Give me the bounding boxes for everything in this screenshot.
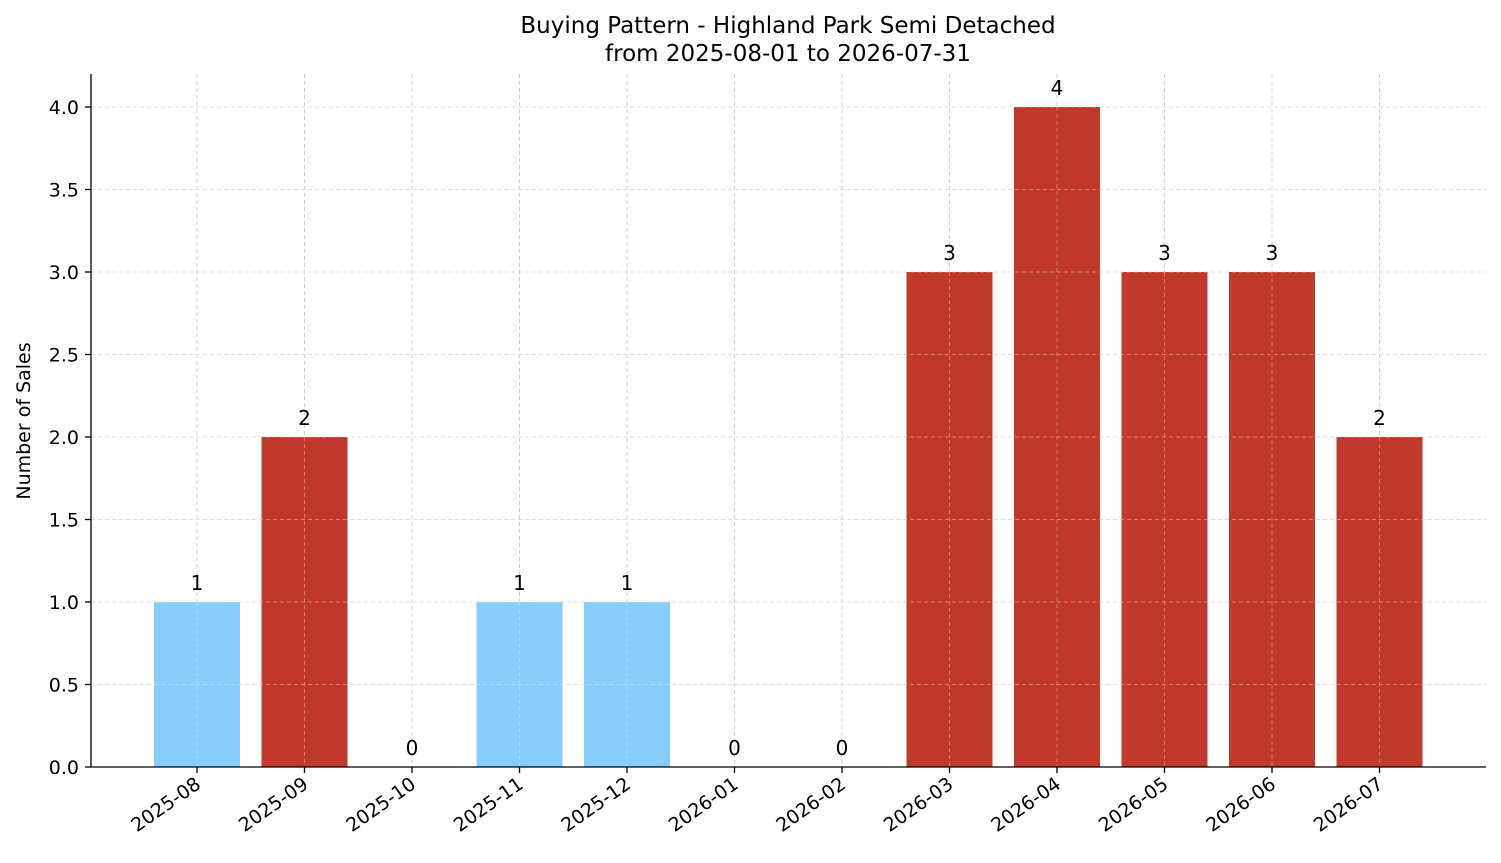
y-tick-label: 0.0 [49, 757, 79, 779]
y-tick-label: 1.0 [49, 592, 79, 614]
bar-2026-07 [1336, 437, 1423, 767]
chart-title: Buying Pattern - Highland Park Semi Deta… [520, 13, 1055, 39]
bar-2025-11 [476, 602, 563, 767]
bar-value-label: 1 [513, 571, 526, 595]
bar-value-label: 3 [1158, 241, 1171, 265]
bar-2026-06 [1229, 272, 1315, 767]
bar-value-label: 0 [728, 736, 741, 760]
bar-value-label: 2 [298, 406, 311, 430]
y-axis-label: Number of Sales [13, 342, 35, 499]
chart-subtitle: from 2025-08-01 to 2026-07-31 [605, 41, 971, 67]
bar-value-label: 0 [406, 736, 419, 760]
bar-2026-05 [1121, 272, 1208, 767]
bar-value-label: 3 [943, 241, 956, 265]
y-tick-label: 3.0 [49, 262, 79, 284]
y-tick-label: 2.0 [49, 427, 79, 449]
bar-2025-09 [261, 437, 348, 767]
bar-2025-12 [584, 602, 670, 767]
bar-2025-08 [154, 602, 240, 767]
x-tick-label: 2026-07 [1310, 773, 1388, 837]
bar-value-label: 1 [621, 571, 634, 595]
y-tick-label: 2.5 [49, 345, 79, 367]
bars [91, 106, 1486, 767]
x-tick-label: 2026-04 [987, 773, 1065, 837]
x-tick-label: 2026-03 [880, 773, 958, 837]
x-tick-label: 2026-01 [665, 773, 743, 837]
x-tick-label: 2026-06 [1202, 773, 1280, 837]
x-tick-label: 2026-05 [1095, 773, 1173, 837]
y-tick-label: 0.5 [49, 675, 79, 697]
y-tick-label: 1.5 [49, 510, 79, 532]
x-tick-label: 2025-12 [557, 773, 635, 837]
bar-value-labels: 1 2 0 1 1 0 0 3 4 3 3 2 [191, 76, 1386, 760]
y-tick-label: 3.5 [49, 180, 79, 202]
bar-value-label: 3 [1266, 241, 1279, 265]
x-tick-label: 2025-08 [127, 773, 205, 837]
bar-2026-03 [906, 272, 993, 767]
x-tick-label: 2026-02 [772, 773, 850, 837]
bar-2026-04 [1014, 107, 1100, 767]
x-tick-label: 2025-09 [235, 773, 313, 837]
x-tick-label: 2025-10 [342, 773, 420, 837]
bar-value-label: 2 [1373, 406, 1386, 430]
bar-value-label: 4 [1051, 76, 1064, 100]
bar-value-label: 1 [191, 571, 204, 595]
x-tick-label: 2025-11 [450, 773, 528, 837]
y-tick-label: 4.0 [49, 97, 79, 119]
bar-value-label: 0 [836, 736, 849, 760]
